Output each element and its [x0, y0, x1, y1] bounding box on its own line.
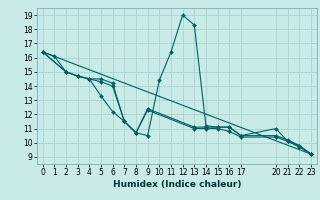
X-axis label: Humidex (Indice chaleur): Humidex (Indice chaleur) [113, 180, 241, 189]
